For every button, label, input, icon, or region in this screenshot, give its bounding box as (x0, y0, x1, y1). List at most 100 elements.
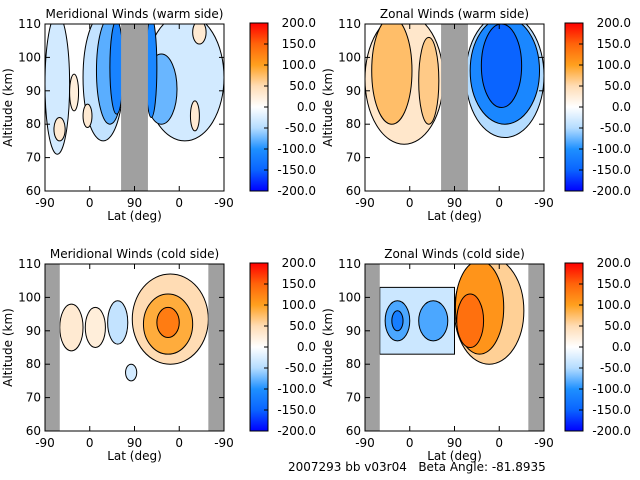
colorbar-tick-label: 50.0 (604, 319, 631, 333)
no-data-band (528, 264, 544, 431)
contour-region (107, 300, 129, 345)
x-tick-label: 0 (406, 436, 414, 450)
colorbar-tick-label: 150.0 (282, 277, 316, 291)
x-tick-label: 90 (447, 436, 462, 450)
colorbar-tick-label: -100.0 (592, 142, 631, 156)
x-axis-label: Lat (deg) (107, 209, 162, 223)
panel-title: Zonal Winds (cold side) (384, 247, 525, 261)
x-axis-label: Lat (deg) (427, 449, 482, 463)
colorbar-tick-label: -150.0 (277, 163, 316, 177)
x-tick-label: -90 (35, 196, 55, 210)
contour-region (156, 306, 180, 338)
colorbar-tick-label: -50.0 (285, 121, 316, 135)
colorbar-tick-label: -150.0 (277, 403, 316, 417)
y-tick-label: 110 (338, 17, 361, 31)
panel-title: Zonal Winds (warm side) (380, 7, 529, 21)
no-data-band (441, 24, 468, 191)
contour-region (59, 303, 84, 352)
panel-2: Meridional Winds (cold side) -90 0 90 0 -90 La… (1, 247, 316, 463)
colorbar-tick-label: 50.0 (289, 319, 316, 333)
x-tick-label: -90 (534, 436, 554, 450)
contour-area (365, 264, 544, 431)
x-tick-label: 90 (127, 436, 142, 450)
colorbar-tick-label: 200.0 (597, 256, 631, 270)
panel-0: Meridional Winds (warm side) -90 0 90 0 -90 La… (1, 7, 316, 223)
contour-region (84, 306, 106, 348)
no-data-band (208, 264, 224, 431)
y-tick-label: 90 (26, 84, 41, 98)
panel-title: Meridional Winds (cold side) (50, 247, 219, 261)
x-tick-label: -90 (214, 436, 234, 450)
contour-region (418, 36, 440, 125)
y-axis-label: Altitude (km) (321, 308, 335, 387)
contour-area (45, 264, 224, 431)
colorbar-tick-label: -200.0 (592, 424, 631, 438)
colorbar-tick-label: 150.0 (282, 37, 316, 51)
x-tick-label: 0 (495, 436, 503, 450)
x-axis-label: Lat (deg) (427, 209, 482, 223)
y-tick-label: 60 (346, 184, 361, 198)
colorbar-tick-label: -50.0 (285, 361, 316, 375)
y-axis-label: Altitude (km) (1, 68, 15, 147)
colorbar-tick-label: -200.0 (277, 424, 316, 438)
colorbar-tick-label: -200.0 (277, 184, 316, 198)
x-tick-label: 0 (495, 196, 503, 210)
x-tick-label: 0 (86, 196, 94, 210)
no-data-band (365, 264, 380, 431)
colorbar-tick-label: -50.0 (600, 121, 631, 135)
no-data-band (121, 24, 148, 191)
contour-area (365, 24, 544, 191)
colorbar-tick-label: 0.0 (612, 340, 631, 354)
y-tick-label: 70 (26, 151, 41, 165)
colorbar-tick-label: 50.0 (289, 79, 316, 93)
y-axis-label: Altitude (km) (1, 308, 15, 387)
x-tick-label: 90 (447, 196, 462, 210)
y-tick-label: 110 (338, 257, 361, 271)
x-tick-label: 0 (406, 196, 414, 210)
contour-region (69, 73, 80, 112)
x-tick-label: -90 (35, 436, 55, 450)
y-tick-label: 100 (18, 290, 41, 304)
y-tick-label: 90 (346, 84, 361, 98)
contour-region (480, 24, 523, 108)
contour-region (456, 293, 485, 348)
colorbar-tick-label: 150.0 (597, 277, 631, 291)
contour-area (45, 24, 224, 191)
colorbar-tick-label: -100.0 (592, 382, 631, 396)
colorbar-tick-label: 50.0 (604, 79, 631, 93)
colorbar-tick-label: 100.0 (282, 58, 316, 72)
colorbar-tick-label: 100.0 (282, 298, 316, 312)
contour-region (125, 363, 138, 382)
y-tick-label: 90 (346, 324, 361, 338)
x-tick-label: -90 (534, 196, 554, 210)
x-tick-label: -90 (355, 436, 375, 450)
colorbar-tick-label: 200.0 (282, 16, 316, 30)
y-tick-label: 90 (26, 324, 41, 338)
colorbar-tick-label: 100.0 (597, 298, 631, 312)
y-tick-label: 80 (346, 117, 361, 131)
contour-region (189, 100, 200, 132)
colorbar-tick-label: 0.0 (612, 100, 631, 114)
x-tick-label: -90 (355, 196, 375, 210)
y-tick-label: 60 (346, 424, 361, 438)
x-tick-label: 0 (86, 436, 94, 450)
y-tick-label: 70 (346, 151, 361, 165)
y-tick-label: 110 (18, 17, 41, 31)
footer-info: 2007293 bb v03r04 Beta Angle: -81.8935 (288, 460, 546, 474)
colorbar-tick-label: 100.0 (597, 58, 631, 72)
contour-region (418, 300, 449, 342)
y-tick-label: 60 (26, 184, 41, 198)
y-tick-label: 80 (26, 117, 41, 131)
y-tick-label: 100 (338, 50, 361, 64)
colorbar-tick-label: 150.0 (597, 37, 631, 51)
colorbar-tick-label: 200.0 (597, 16, 631, 30)
colorbar-tick-label: -150.0 (592, 163, 631, 177)
y-tick-label: 60 (26, 424, 41, 438)
contour-region (391, 310, 404, 332)
y-axis-label: Altitude (km) (321, 68, 335, 147)
y-tick-label: 70 (26, 391, 41, 405)
x-tick-label: 0 (175, 196, 183, 210)
contour-region (192, 24, 207, 45)
y-tick-label: 80 (346, 357, 361, 371)
contour-region (82, 103, 93, 129)
